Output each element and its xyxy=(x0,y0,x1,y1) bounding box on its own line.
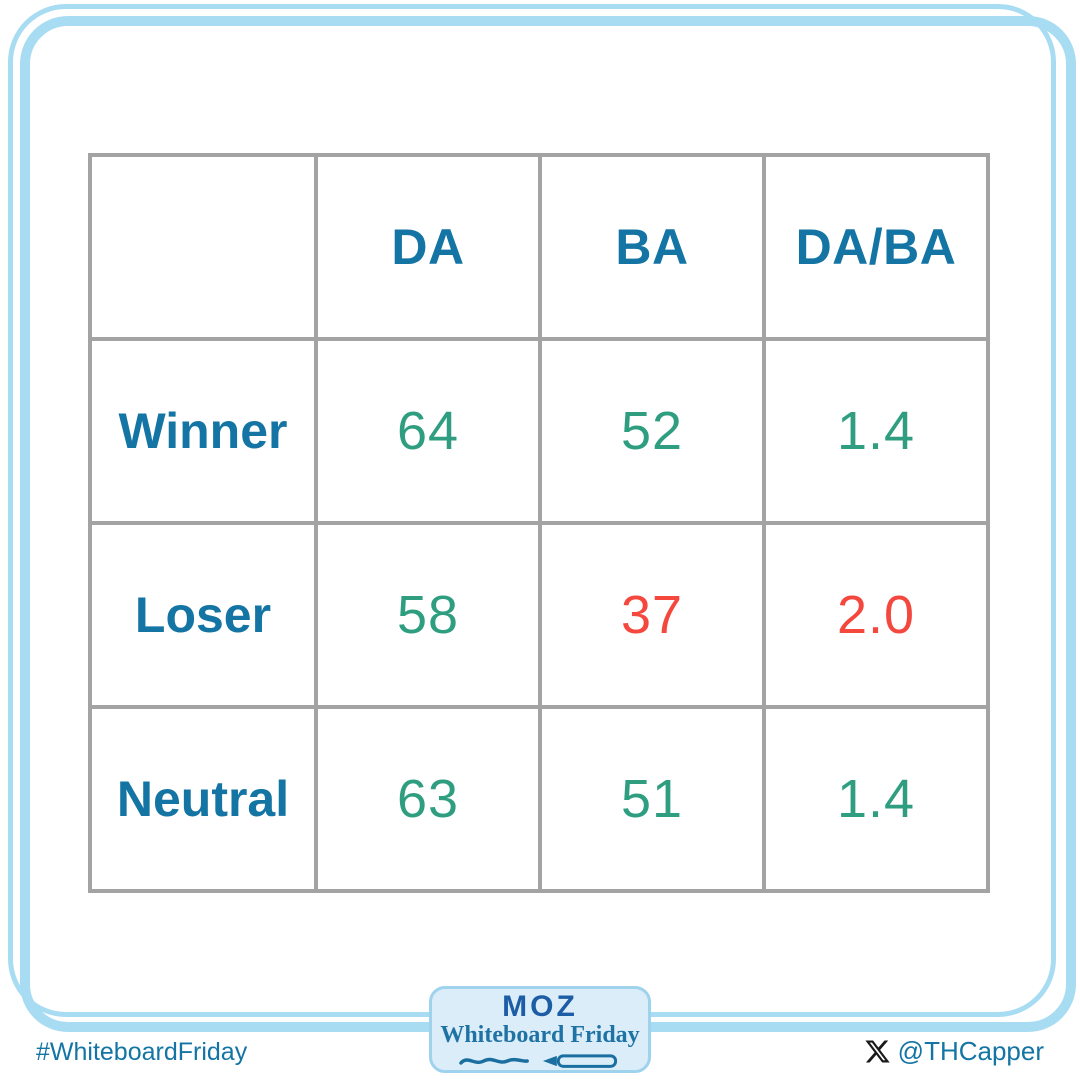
table-row-loser: Loser 58 37 2.0 xyxy=(88,521,990,709)
da-ba-table: DA BA DA/BA Winner 64 52 1.4 Loser 58 37… xyxy=(88,153,990,893)
cell-loser-daba: 2.0 xyxy=(762,521,990,709)
social-handle: @THCapper xyxy=(864,1036,1044,1067)
table-header-row: DA BA DA/BA xyxy=(88,153,990,341)
row-label-neutral: Neutral xyxy=(88,705,318,893)
col-header-ba: BA xyxy=(538,153,766,341)
row-label-loser: Loser xyxy=(88,521,318,709)
moz-whiteboard-friday-badge: MOZ Whiteboard Friday xyxy=(429,986,651,1073)
table-row-winner: Winner 64 52 1.4 xyxy=(88,337,990,525)
marker-squiggle-icon xyxy=(459,1054,618,1068)
twitter-handle: @THCapper xyxy=(897,1036,1044,1066)
cell-neutral-da: 63 xyxy=(314,705,542,893)
cell-neutral-daba: 1.4 xyxy=(762,705,990,893)
cell-winner-daba: 1.4 xyxy=(762,337,990,525)
col-header-daba: DA/BA xyxy=(762,153,990,341)
row-label-winner: Winner xyxy=(88,337,318,525)
cell-loser-ba: 37 xyxy=(538,521,766,709)
table-row-neutral: Neutral 63 51 1.4 xyxy=(88,705,990,893)
cell-winner-ba: 52 xyxy=(538,337,766,525)
cell-winner-da: 64 xyxy=(314,337,542,525)
moz-logo: MOZ xyxy=(502,990,578,1024)
cell-loser-da: 58 xyxy=(314,521,542,709)
x-logo-icon xyxy=(865,1040,890,1063)
whiteboard-friday-wordmark: Whiteboard Friday xyxy=(440,1022,640,1049)
hashtag-text: #WhiteboardFriday xyxy=(36,1038,248,1066)
cell-neutral-ba: 51 xyxy=(538,705,766,893)
corner-empty-cell xyxy=(88,153,318,341)
col-header-da: DA xyxy=(314,153,542,341)
